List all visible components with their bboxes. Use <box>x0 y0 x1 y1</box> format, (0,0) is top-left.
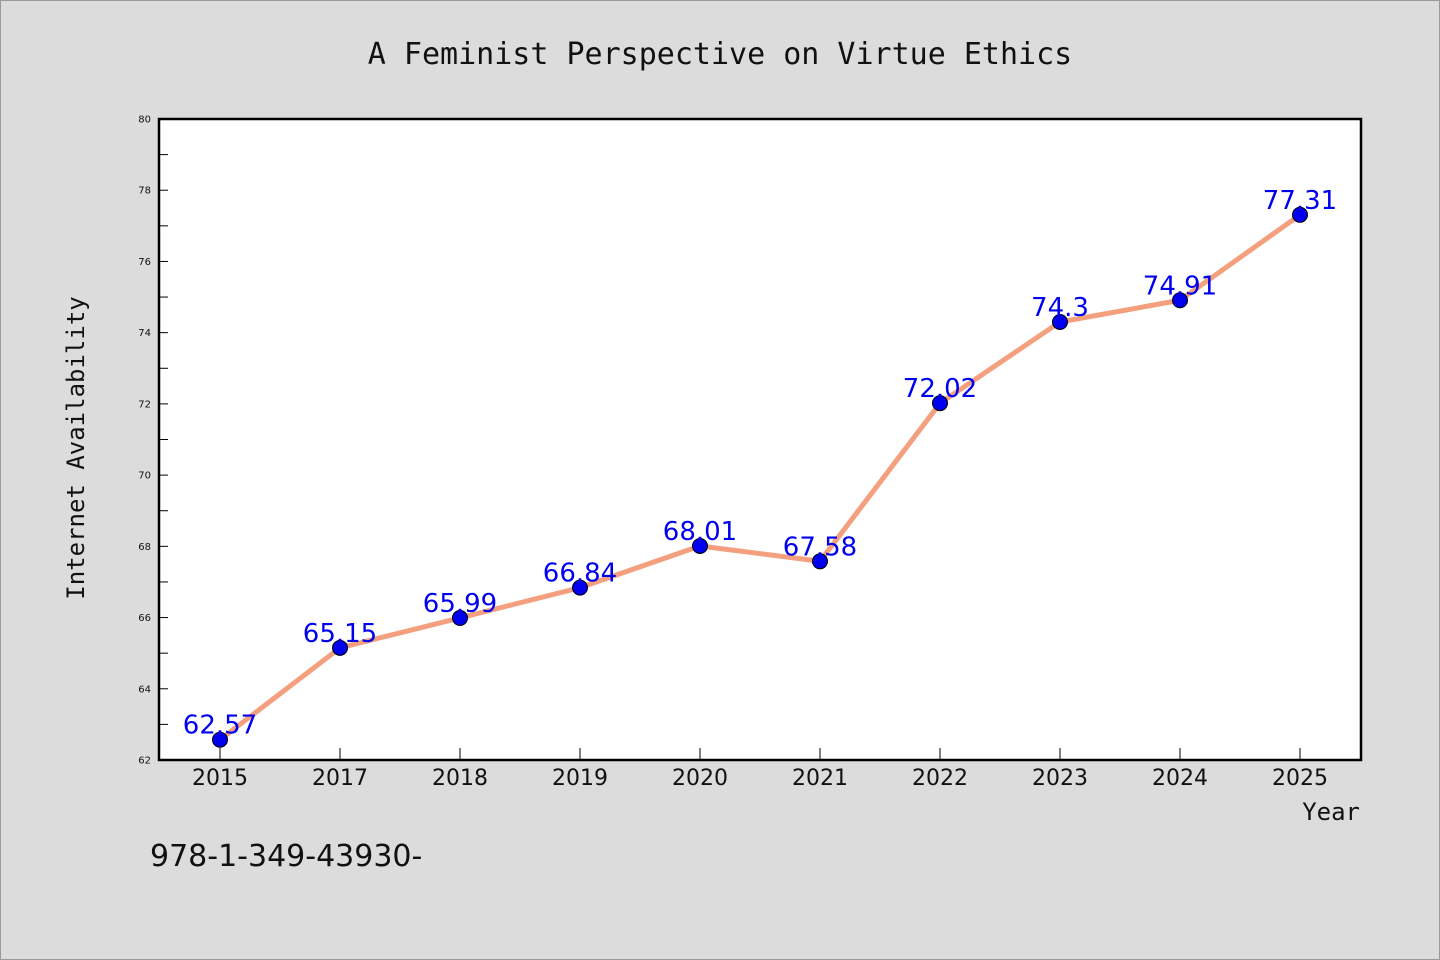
y-tick-label: 74 <box>138 328 151 339</box>
data-point <box>1052 313 1068 330</box>
data-label: 74.91 <box>1143 271 1217 301</box>
data-label: 74.3 <box>1031 293 1089 323</box>
y-tick-label: 70 <box>138 471 151 482</box>
x-tick-label: 2017 <box>312 766 368 791</box>
data-point <box>572 579 588 596</box>
data-label: 65.15 <box>303 619 377 649</box>
x-tick-label: 2020 <box>672 766 728 791</box>
data-point <box>212 731 228 748</box>
data-point <box>1292 206 1308 223</box>
x-tick-label: 2015 <box>192 766 248 791</box>
data-label: 66.84 <box>543 559 617 589</box>
x-tick-label: 2025 <box>1272 766 1328 791</box>
x-tick-label: 2021 <box>792 766 848 791</box>
data-label: 67.58 <box>783 532 857 562</box>
data-label: 62.57 <box>183 711 257 741</box>
x-tick-label: 2024 <box>1152 766 1208 791</box>
data-point <box>692 537 708 554</box>
data-point <box>1172 292 1188 309</box>
chart-title: A Feminist Perspective on Virtue Ethics <box>368 37 1072 72</box>
x-axis-label: Year <box>1302 798 1360 826</box>
annotation-text: 978-1-349-43930- <box>150 839 422 874</box>
y-axis-label: Internet Availability <box>62 296 90 599</box>
y-tick-label: 68 <box>138 542 151 553</box>
y-tick-label: 62 <box>138 756 151 767</box>
data-point <box>452 609 468 626</box>
y-tick-label: 66 <box>138 613 151 624</box>
data-labels: 62.57 65.15 65.99 66.84 68.01 67.58 72.02 74.3 7… <box>183 186 1337 741</box>
y-axis: 62 64 66 68 70 72 74 76 78 80 <box>138 115 168 767</box>
x-tick-label: 2023 <box>1032 766 1088 791</box>
data-point <box>932 395 948 412</box>
x-axis: 2015 2017 2018 2019 2020 2021 2022 2023 2024 2025 <box>192 748 1328 791</box>
y-tick-label: 64 <box>138 684 151 695</box>
x-tick-label: 2018 <box>432 766 488 791</box>
x-tick-label: 2022 <box>912 766 968 791</box>
series-line <box>217 212 1303 743</box>
data-point <box>812 553 828 570</box>
data-label: 68.01 <box>663 517 737 547</box>
series-layer <box>212 206 1308 748</box>
plot-area <box>157 117 1363 762</box>
data-label: 77.31 <box>1263 186 1337 216</box>
data-label: 65.99 <box>423 589 497 619</box>
y-tick-label: 72 <box>138 399 151 410</box>
data-label: 72.02 <box>903 374 977 404</box>
y-tick-label: 76 <box>138 257 151 268</box>
y-tick-label: 80 <box>138 115 151 126</box>
data-point <box>332 639 348 656</box>
y-tick-label: 78 <box>138 186 151 197</box>
x-tick-label: 2019 <box>552 766 608 791</box>
